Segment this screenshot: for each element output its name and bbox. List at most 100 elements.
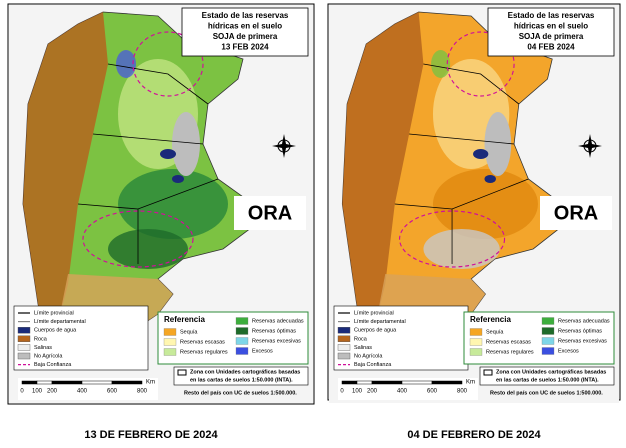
legend-swatch — [17, 327, 31, 334]
low-confidence-area — [446, 31, 515, 97]
title-line: Estado de las reservas — [202, 11, 289, 20]
zone-accent — [116, 50, 136, 78]
reference-label: Reservas regulares — [486, 349, 534, 355]
legend-label: Límite provincial — [354, 310, 394, 316]
legend-swatch — [17, 344, 31, 351]
reference-legend: Referencia Sequía Reservas escasas Reservas… — [463, 311, 615, 365]
legend-swatch — [17, 352, 31, 360]
reference-swatch — [235, 327, 249, 335]
reference-label: Sequía — [486, 329, 504, 335]
scale-segment — [21, 380, 38, 385]
compass-star — [578, 134, 602, 158]
scale-segment — [81, 380, 113, 385]
note-line: Zona con Unidades cartográficas basadas — [496, 369, 606, 375]
note-line: en las cartas de suelos 1:50.000 (INTA). — [496, 377, 599, 383]
note-line: en las cartas de suelos 1:50.000 (INTA). — [190, 377, 293, 383]
logo: ORA — [554, 202, 598, 224]
reference-title: Referencia — [164, 315, 205, 324]
scale-segment — [371, 380, 403, 385]
water-body — [172, 175, 184, 183]
reference-swatch — [235, 347, 249, 355]
reference-label: Sequía — [180, 329, 198, 335]
title-box: Estado de las reservas hídricas en el sue… — [487, 7, 615, 57]
legend-swatch — [17, 335, 31, 342]
logo-frame — [234, 196, 306, 230]
note-line: Resto del país con UC de suelos 1:500.00… — [490, 390, 603, 396]
scale-segment — [431, 380, 463, 385]
reference-label: Reservas adecuadas — [558, 318, 610, 324]
scale-segment — [36, 380, 53, 385]
reference-swatch — [163, 328, 177, 336]
reference-swatch — [541, 327, 555, 335]
title-frame — [487, 7, 615, 57]
reference-swatch — [541, 347, 555, 355]
water-body — [473, 149, 489, 159]
zone-extra — [423, 229, 500, 269]
note-line: Resto del país con UC de suelos 1:500.00… — [184, 390, 297, 396]
scale-label: 200 — [367, 389, 378, 395]
scale-segment — [401, 380, 433, 385]
note-line: Zona con Unidades cartográficas basadas — [190, 369, 300, 375]
logo: ORA — [248, 202, 292, 224]
zone-accent — [431, 50, 451, 78]
reference-swatch — [235, 337, 249, 345]
reference-label: Reservas excesivas — [558, 338, 607, 344]
note-swatch — [177, 369, 187, 376]
reference-swatch — [469, 338, 483, 346]
province-line — [107, 63, 209, 105]
zone-dark — [118, 169, 228, 239]
reference-title: Referencia — [470, 315, 511, 324]
legend-label: No Agrícola — [34, 353, 63, 359]
map-panel: Estado de las reservas hídricas en el sue… — [7, 3, 315, 405]
title-line: SOJA de primera — [519, 32, 584, 41]
legend-label: Límite departamental — [354, 319, 406, 325]
title-box: Estado de las reservas hídricas en el sue… — [181, 7, 309, 57]
note: Zona con Unidades cartográficas basadas e… — [479, 366, 615, 396]
legend-label: No Agrícola — [354, 353, 383, 359]
reference-swatch — [163, 348, 177, 356]
scale-label: 100 — [352, 389, 363, 395]
scale-segment — [341, 380, 358, 385]
legend-label: Salinas — [354, 345, 372, 351]
reference-label: Reservas escasas — [486, 339, 531, 345]
reference-label: Excesos — [252, 348, 273, 354]
zone-grey — [172, 112, 200, 176]
low-confidence-area — [132, 31, 204, 97]
title-line: hídricas en el suelo — [208, 22, 282, 31]
legend: Límite provincial Límite departamental Cue… — [333, 305, 469, 371]
reference-swatch — [163, 338, 177, 346]
scale-label: 0 — [20, 389, 24, 395]
title-line: Estado de las reservas — [508, 11, 595, 20]
scale-segment — [356, 380, 373, 385]
legend-label: Baja Confianza — [354, 362, 392, 368]
legend-swatch — [337, 352, 351, 360]
legend-label: Cuerpos de agua — [34, 328, 77, 334]
low-confidence-area — [82, 210, 194, 268]
reference-label: Reservas regulares — [180, 349, 228, 355]
reference-swatch — [469, 348, 483, 356]
scale-label: 600 — [107, 389, 118, 395]
title-line: hídricas en el suelo — [514, 22, 588, 31]
note: Zona con Unidades cartográficas basadas e… — [173, 366, 309, 396]
legend-swatch — [337, 335, 351, 342]
water-body — [160, 149, 176, 159]
title-frame — [181, 7, 309, 57]
reference-legend: Referencia Sequía Reservas escasas Reservas… — [157, 311, 309, 365]
reference-swatch — [541, 337, 555, 345]
scale-segment — [111, 380, 143, 385]
title-line: 04 FEB 2024 — [527, 43, 575, 52]
reference-label: Reservas excesivas — [252, 338, 301, 344]
scale-bar: 0 100 200 400 600 800 Km — [338, 378, 478, 400]
legend-label: Límite departamental — [34, 319, 86, 325]
note-swatch — [483, 369, 493, 376]
legend: Límite provincial Límite departamental Cue… — [13, 305, 149, 371]
scale-label: 600 — [427, 389, 438, 395]
caption: 13 DE FEBRERO DE 2024 — [84, 429, 218, 441]
legend-swatch — [337, 344, 351, 351]
compass-star — [272, 134, 296, 158]
title-line: 13 FEB 2024 — [221, 43, 269, 52]
scale-segment — [51, 380, 83, 385]
scale-unit: Km — [146, 380, 155, 386]
water-body — [484, 175, 496, 183]
